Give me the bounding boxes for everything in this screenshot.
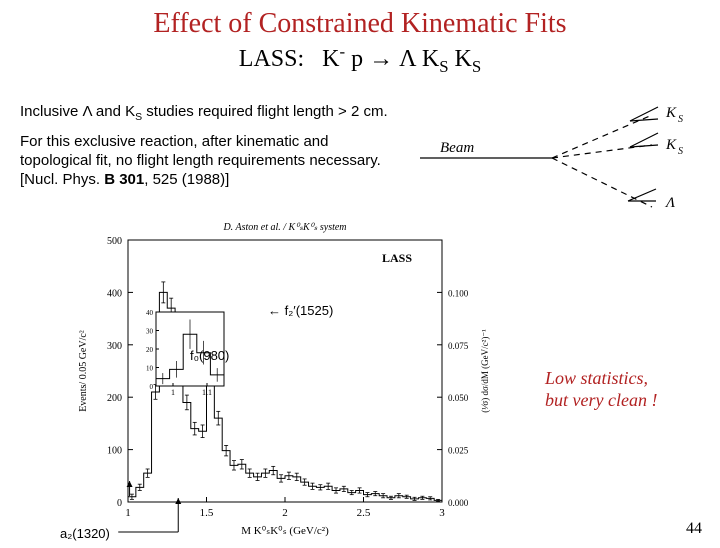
feynman-diagram: BeamKSKSΛ xyxy=(420,103,700,223)
mass-spectrum-chart: D. Aston et al. / K⁰ₛK⁰ₛ system 1 1.5 2 2.5 3… xyxy=(70,218,500,538)
svg-text:K: K xyxy=(665,137,677,153)
svg-text:1: 1 xyxy=(171,388,175,397)
f0-980-label: f₀(980) xyxy=(190,348,229,363)
svg-text:3: 3 xyxy=(439,507,445,519)
svg-text:0.100: 0.100 xyxy=(448,288,469,298)
svg-text:0.050: 0.050 xyxy=(448,393,469,403)
page-title: Effect of Constrained Kinematic Fits xyxy=(0,8,720,40)
svg-text:1: 1 xyxy=(125,507,131,519)
svg-text:40: 40 xyxy=(146,309,154,317)
svg-text:Λ: Λ xyxy=(664,195,675,211)
svg-text:0: 0 xyxy=(117,498,122,509)
svg-text:LASS: LASS xyxy=(382,251,412,265)
page-number: 44 xyxy=(686,520,702,538)
svg-text:200: 200 xyxy=(107,393,122,404)
svg-text:500: 500 xyxy=(107,236,122,247)
svg-text:Events/ 0.05 GeV/c²: Events/ 0.05 GeV/c² xyxy=(78,330,89,412)
svg-text:400: 400 xyxy=(107,288,122,299)
a2-1320-label: a₂(1320) xyxy=(60,526,110,541)
svg-text:S: S xyxy=(678,114,683,125)
svg-text:K: K xyxy=(665,105,677,121)
svg-text:(¹⁄σ) dσ/dM (GeV/c²)⁻¹: (¹⁄σ) dσ/dM (GeV/c²)⁻¹ xyxy=(480,329,490,413)
svg-text:D. Aston et al. / K⁰ₛK⁰ₛ syste: D. Aston et al. / K⁰ₛK⁰ₛ system xyxy=(222,222,346,233)
svg-text:2: 2 xyxy=(282,507,288,519)
intro-text-1: Inclusive Λ and KS studies required flig… xyxy=(20,103,390,124)
svg-text:1.1: 1.1 xyxy=(202,388,212,397)
svg-text:Beam: Beam xyxy=(440,140,474,156)
svg-text:1.5: 1.5 xyxy=(200,507,214,519)
clean-note: Low statistics,but very clean ! xyxy=(545,368,657,411)
svg-text:300: 300 xyxy=(107,341,122,352)
svg-text:0.025: 0.025 xyxy=(448,446,469,456)
intro-text-2: For this exclusive reaction, after kinem… xyxy=(20,133,390,189)
svg-text:20: 20 xyxy=(146,346,154,354)
svg-text:0.000: 0.000 xyxy=(448,498,469,508)
reaction-subtitle: LASS: K- p → Λ KS KS xyxy=(0,42,720,77)
svg-text:S: S xyxy=(678,146,683,157)
svg-text:0: 0 xyxy=(150,383,154,391)
svg-text:2.5: 2.5 xyxy=(357,507,371,519)
f2-1525-label: ← f₂′(1525) xyxy=(268,303,333,318)
svg-text:100: 100 xyxy=(107,446,122,457)
svg-text:30: 30 xyxy=(146,328,154,336)
svg-text:0.075: 0.075 xyxy=(448,341,469,351)
svg-text:M K⁰ₛK⁰ₛ (GeV/c²): M K⁰ₛK⁰ₛ (GeV/c²) xyxy=(241,525,329,537)
svg-text:10: 10 xyxy=(146,365,154,373)
